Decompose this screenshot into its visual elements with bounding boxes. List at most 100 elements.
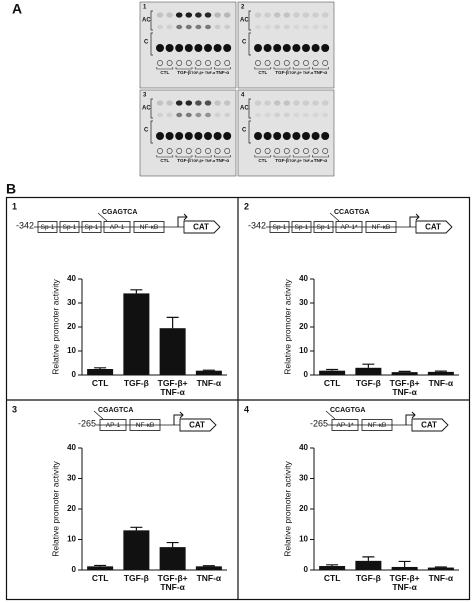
y-tick-label: 40 (67, 274, 76, 283)
ac-spot (156, 100, 164, 106)
c-spot (204, 132, 212, 140)
c-spot (263, 44, 272, 52)
ac-spot (283, 24, 290, 30)
ac-spot (312, 100, 319, 106)
origin-spot (274, 60, 281, 66)
c-spot (165, 44, 174, 52)
lane-label: TGF-β+ TNF-α (289, 159, 314, 163)
y-tick-label: 10 (299, 535, 308, 544)
origin-spot (293, 148, 300, 154)
origin-spot (283, 148, 290, 154)
origin-spot (312, 148, 319, 154)
bar (319, 370, 346, 375)
lane-bracket (292, 67, 310, 70)
x-tick-label: TGF-β (123, 378, 149, 388)
lane-bracket (254, 155, 272, 158)
lane-label: TNF-α (216, 158, 229, 163)
c-spot (194, 44, 203, 52)
ac-label: AC (240, 18, 249, 24)
c-spot (282, 132, 291, 140)
plate-number: 2 (241, 5, 245, 11)
ac-spot (166, 24, 173, 30)
origin-spot (293, 60, 300, 66)
ac-spot (254, 12, 262, 18)
c-spot (311, 44, 320, 52)
bar (355, 560, 382, 570)
x-tick-label: TGF-β+ TNF-α (389, 378, 420, 397)
promoter-start: -265 (310, 418, 328, 428)
ac-spot (283, 12, 291, 18)
element-label: AP-1 (106, 422, 121, 429)
c-spot (302, 132, 310, 140)
ac-spot (254, 100, 262, 106)
ac-spot (264, 112, 271, 118)
sequence: CCAGTGA (334, 209, 369, 216)
bar (391, 372, 418, 375)
y-tick-label: 40 (299, 274, 308, 283)
quadrant-number: 4 (244, 404, 249, 414)
origin-spot (255, 60, 261, 66)
lane-label: TGF-β (275, 158, 289, 163)
c-spot (254, 132, 262, 140)
c-spot (263, 132, 272, 140)
sequence-pointer (325, 410, 336, 420)
lane-bracket (312, 67, 329, 70)
promoter-start: -342 (16, 220, 34, 230)
reporter-box (179, 418, 217, 432)
origin-spot (322, 148, 329, 154)
ac-spot (312, 24, 319, 30)
ac-spot (205, 24, 211, 30)
x-tick-label: TGF-β (123, 573, 149, 583)
error-bar (362, 363, 375, 368)
panel-label: A (12, 1, 22, 17)
ac-spot (166, 100, 173, 106)
lane-bracket (273, 155, 291, 158)
ac-spot (224, 112, 231, 118)
c-spot (156, 44, 164, 52)
c-spot (204, 44, 212, 52)
element-label: Sp-1 (85, 224, 99, 231)
origin-spot (224, 60, 231, 66)
reporter-label: CAT (193, 223, 209, 232)
plate-number: 3 (143, 93, 147, 99)
c-spot (184, 132, 193, 140)
element-label: Sp-1 (41, 224, 55, 231)
c-spot (213, 44, 222, 52)
tss-arrow (405, 411, 416, 425)
y-tick-label: 20 (67, 504, 76, 513)
y-tick-label: 30 (67, 474, 76, 483)
lane-label: CTL (258, 70, 267, 75)
bracket (248, 98, 251, 144)
c-spot (223, 132, 232, 140)
sequence-pointer (97, 212, 108, 222)
lane-bracket (214, 155, 231, 158)
c-spot (213, 132, 222, 140)
x-tick-label: TNF-α (196, 573, 222, 583)
ac-spot (264, 12, 271, 18)
y-tick-label: 0 (304, 565, 309, 574)
lane-bracket (156, 67, 174, 70)
bar (87, 566, 114, 570)
ac-spot (293, 12, 300, 18)
y-tick-label: 10 (67, 535, 76, 544)
error-bar (130, 289, 143, 294)
c-spot (175, 44, 184, 52)
origin-spot (176, 60, 183, 66)
origin-spot (166, 148, 173, 154)
lane-label: TNF-α (314, 70, 327, 75)
bar (159, 328, 186, 375)
ac-spot (321, 100, 329, 106)
lane-label: CTL (160, 158, 169, 163)
x-tick-label: CTL (323, 573, 341, 583)
bracket (248, 10, 251, 56)
ac-spot (214, 24, 221, 30)
ac-spot (185, 100, 193, 106)
lane-label: TGF-β+ TNF-α (289, 71, 314, 75)
lane-bracket (175, 67, 193, 70)
ac-spot (255, 112, 261, 118)
ac-spot (224, 24, 231, 30)
plate-number: 4 (241, 93, 245, 99)
quadrant-number: 3 (12, 404, 17, 414)
element-label: Sp-1 (295, 224, 309, 231)
c-label: C (242, 40, 247, 46)
